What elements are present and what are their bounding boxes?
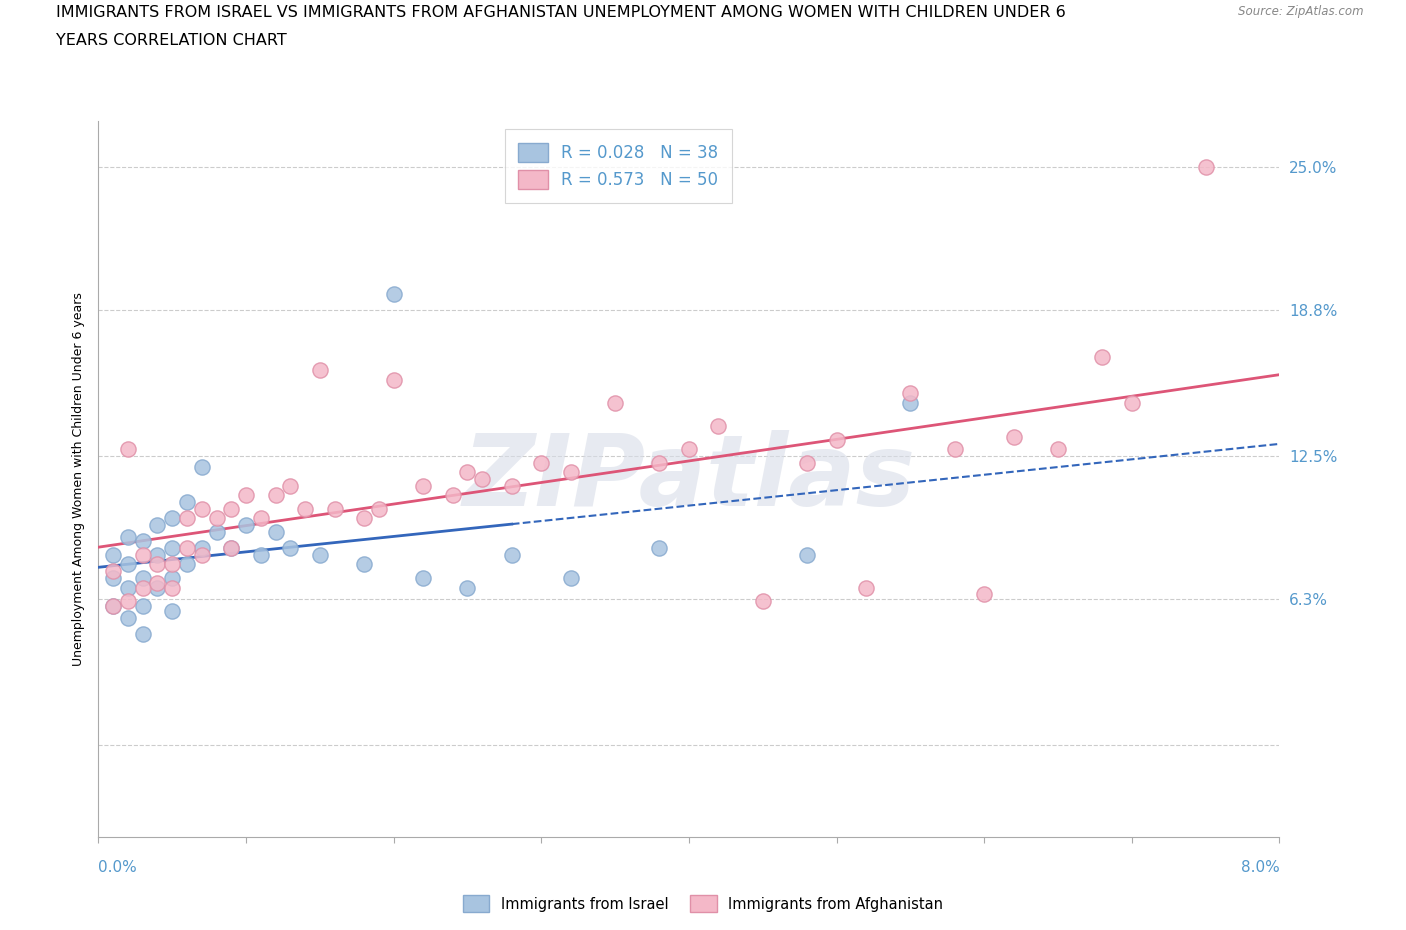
Point <box>191 460 214 475</box>
Point <box>751 594 773 609</box>
Point <box>353 557 375 572</box>
Point <box>219 541 242 556</box>
Point <box>191 548 214 563</box>
Point <box>441 487 464 502</box>
Point <box>162 571 183 586</box>
Point <box>117 529 139 544</box>
Point <box>308 548 332 563</box>
Point <box>191 541 214 556</box>
Point <box>162 511 183 525</box>
Point <box>146 580 169 595</box>
Point <box>146 518 169 533</box>
Point <box>146 557 169 572</box>
Point <box>1002 430 1025 445</box>
Point <box>162 604 183 618</box>
Point <box>132 626 155 641</box>
Point <box>456 580 478 595</box>
Point <box>117 594 139 609</box>
Point <box>162 557 183 572</box>
Point <box>471 472 494 486</box>
Point <box>501 478 523 493</box>
Point <box>278 541 302 556</box>
Point <box>205 511 228 525</box>
Point <box>382 372 405 387</box>
Point <box>146 576 169 591</box>
Point <box>250 548 273 563</box>
Point <box>162 541 183 556</box>
Point <box>205 525 228 539</box>
Point <box>103 599 125 614</box>
Point <box>353 511 375 525</box>
Point <box>294 501 316 516</box>
Point <box>900 386 922 401</box>
Point <box>943 442 966 457</box>
Point <box>560 571 582 586</box>
Point <box>117 557 139 572</box>
Text: ZIPatlas: ZIPatlas <box>463 431 915 527</box>
Point <box>412 478 434 493</box>
Point <box>132 580 155 595</box>
Point <box>132 571 155 586</box>
Point <box>117 442 139 457</box>
Point <box>278 478 302 493</box>
Point <box>250 511 273 525</box>
Point <box>235 487 257 502</box>
Point <box>1194 160 1216 175</box>
Legend: Immigrants from Israel, Immigrants from Afghanistan: Immigrants from Israel, Immigrants from … <box>457 890 949 918</box>
Point <box>530 456 553 471</box>
Point <box>176 511 198 525</box>
Point <box>264 525 287 539</box>
Point <box>648 456 671 471</box>
Point <box>900 395 922 410</box>
Point <box>412 571 434 586</box>
Legend: R = 0.028   N = 38, R = 0.573   N = 50: R = 0.028 N = 38, R = 0.573 N = 50 <box>505 129 731 203</box>
Point <box>973 587 995 602</box>
Point <box>146 548 169 563</box>
Point <box>796 548 818 563</box>
Point <box>605 395 627 410</box>
Point <box>103 564 125 578</box>
Point <box>264 487 287 502</box>
Point <box>117 580 139 595</box>
Point <box>648 541 671 556</box>
Point <box>560 465 582 480</box>
Point <box>103 548 125 563</box>
Point <box>1046 442 1069 457</box>
Point <box>132 599 155 614</box>
Point <box>456 465 478 480</box>
Text: YEARS CORRELATION CHART: YEARS CORRELATION CHART <box>56 33 287 47</box>
Point <box>707 418 730 433</box>
Point <box>1091 349 1114 364</box>
Text: Source: ZipAtlas.com: Source: ZipAtlas.com <box>1239 5 1364 18</box>
Y-axis label: Unemployment Among Women with Children Under 6 years: Unemployment Among Women with Children U… <box>72 292 86 666</box>
Point <box>132 548 155 563</box>
Point <box>117 610 139 625</box>
Text: 8.0%: 8.0% <box>1240 860 1279 875</box>
Point <box>825 432 848 447</box>
Point <box>855 580 877 595</box>
Point <box>382 286 405 301</box>
Point <box>1121 395 1143 410</box>
Point <box>176 557 198 572</box>
Point <box>219 501 242 516</box>
Point <box>219 541 242 556</box>
Point <box>103 571 125 586</box>
Point <box>176 541 198 556</box>
Point <box>323 501 346 516</box>
Point <box>796 456 818 471</box>
Text: 0.0%: 0.0% <box>98 860 138 875</box>
Point <box>501 548 523 563</box>
Point <box>367 501 389 516</box>
Point <box>132 534 155 549</box>
Point <box>235 518 257 533</box>
Point <box>308 363 332 378</box>
Text: IMMIGRANTS FROM ISRAEL VS IMMIGRANTS FROM AFGHANISTAN UNEMPLOYMENT AMONG WOMEN W: IMMIGRANTS FROM ISRAEL VS IMMIGRANTS FRO… <box>56 5 1066 20</box>
Point <box>191 501 214 516</box>
Point <box>103 599 125 614</box>
Point <box>678 442 700 457</box>
Point <box>162 580 183 595</box>
Point <box>176 495 198 510</box>
